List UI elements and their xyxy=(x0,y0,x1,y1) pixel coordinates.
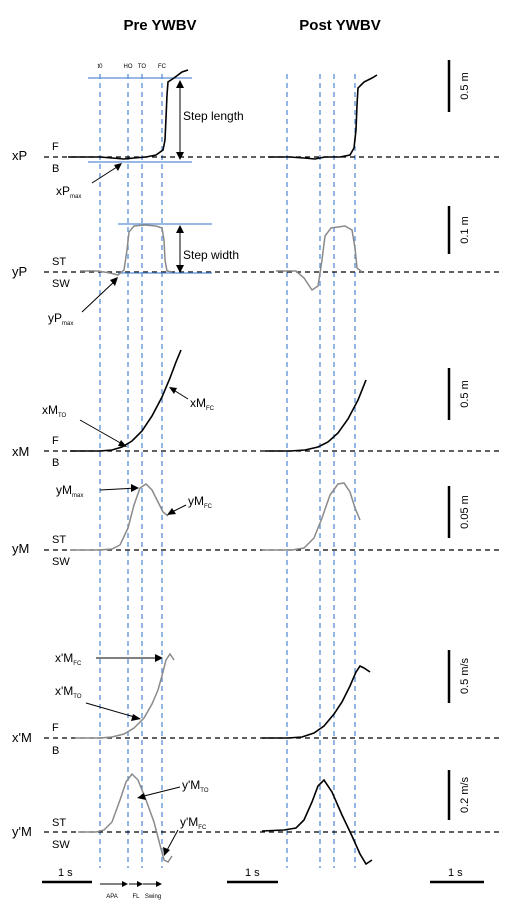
xdm-trace-pre xyxy=(75,652,175,739)
time-label-post: 1 s xyxy=(245,867,260,879)
ym-max-arrowhead xyxy=(131,484,139,492)
ydm-upper-label: ST xyxy=(52,817,66,829)
event-lines-pre xyxy=(99,74,163,868)
yp-max-label: yPmax xyxy=(48,311,73,327)
yp-max-pointer xyxy=(81,279,117,313)
ydm-trace-pre xyxy=(78,772,173,863)
step-width-arrowhead-up xyxy=(176,225,184,233)
ydm-fc-arrowhead xyxy=(163,847,170,856)
row-label-xp: xP xyxy=(12,148,27,163)
xdm-fc-arrowhead xyxy=(155,654,163,662)
row-label-ydm: y'M xyxy=(12,824,32,839)
xm-to-pointer xyxy=(79,419,125,446)
xp-max-arrowhead xyxy=(114,163,122,171)
phase-apa-label: APA xyxy=(106,894,118,900)
xdm-to-arrowhead xyxy=(131,714,141,721)
ym-lower-label: SW xyxy=(52,556,70,568)
ydm-fc-label: y'MFC xyxy=(180,815,207,831)
xp-upper-label: F xyxy=(52,141,59,153)
event-label-fc: FC xyxy=(158,64,167,70)
ym-scale-label: 0.05 m xyxy=(459,495,471,529)
xm-fc-arrowhead xyxy=(169,387,177,394)
ydm-to-label: y'MTO xyxy=(182,778,209,794)
row-label-xm: xM xyxy=(12,444,29,459)
yp-upper-label: ST xyxy=(52,256,66,268)
xm-to-arrowhead xyxy=(118,440,127,447)
xm-trace-pre xyxy=(70,349,182,452)
ym-max-pointer xyxy=(99,487,137,491)
ym-max-label: yMmax xyxy=(56,483,83,499)
step-width-arrowhead-down xyxy=(176,265,184,273)
title-post: Post YWBV xyxy=(299,17,380,34)
ym-trace-pre xyxy=(70,483,169,551)
ydm-to-arrowhead xyxy=(137,793,146,800)
ydm-trace-post xyxy=(261,778,373,866)
xm-to-label: xMTO xyxy=(42,403,67,419)
yp-lower-label: SW xyxy=(52,278,70,290)
xp-trace-pre xyxy=(68,69,189,160)
step-length-arrowhead-up xyxy=(176,80,184,88)
xm-trace-post xyxy=(265,379,367,452)
xdm-lower-label: B xyxy=(52,745,59,757)
time-label-right: 1 s xyxy=(448,867,463,879)
row-label-yp: yP xyxy=(12,264,27,279)
xdm-scale-label: 0.5 m/s xyxy=(459,657,471,694)
event-lines-post xyxy=(286,74,356,868)
xp-lower-label: B xyxy=(52,163,59,175)
xdm-trace-post xyxy=(262,664,371,739)
event-label-ho: HO xyxy=(124,64,133,70)
row-label-xdm: x'M xyxy=(12,730,32,745)
ydm-to-pointer xyxy=(139,786,181,798)
ydm-scale-label: 0.2 m/s xyxy=(459,776,471,813)
ydm-fc-pointer xyxy=(165,829,179,853)
xm-upper-label: F xyxy=(52,435,59,447)
ym-fc-arrowhead xyxy=(167,508,176,515)
xm-lower-label: B xyxy=(52,457,59,469)
xdm-to-label: x'MTO xyxy=(55,684,82,700)
ydm-lower-label: SW xyxy=(52,839,70,851)
yp-trace-post xyxy=(276,225,363,292)
xp-max-label: xPmax xyxy=(56,184,81,200)
ym-fc-label: yMFC xyxy=(188,494,213,510)
phase-fl-label: FL xyxy=(132,894,140,900)
xm-fc-label: xMFC xyxy=(190,396,215,412)
xdm-to-pointer xyxy=(85,702,139,719)
ym-upper-label: ST xyxy=(52,534,66,546)
time-label-pre: 1 s xyxy=(58,867,73,879)
step-width-label: Step width xyxy=(183,248,239,262)
title-pre: Pre YWBV xyxy=(123,17,196,34)
phase-swing-label: Swing xyxy=(145,894,161,900)
xp-max-pointer xyxy=(91,164,121,184)
xdm-upper-label: F xyxy=(52,722,59,734)
xp-scale-label: 0.5 m xyxy=(459,72,471,100)
yp-scale-label: 0.1 m xyxy=(459,216,471,244)
yp-max-arrowhead xyxy=(110,277,118,286)
yp-trace-pre xyxy=(80,224,173,276)
event-label-t0: t0 xyxy=(97,64,103,70)
phase-arrows xyxy=(100,881,162,887)
step-length-arrowhead-down xyxy=(176,152,184,160)
step-length-label: Step length xyxy=(183,109,244,123)
ym-trace-post xyxy=(262,482,361,551)
xp-trace-post xyxy=(268,74,378,160)
xm-scale-label: 0.5 m xyxy=(459,380,471,408)
row-label-ym: yM xyxy=(12,541,29,556)
event-label-to: TO xyxy=(138,64,147,70)
xdm-fc-label: x'MFC xyxy=(55,651,82,667)
